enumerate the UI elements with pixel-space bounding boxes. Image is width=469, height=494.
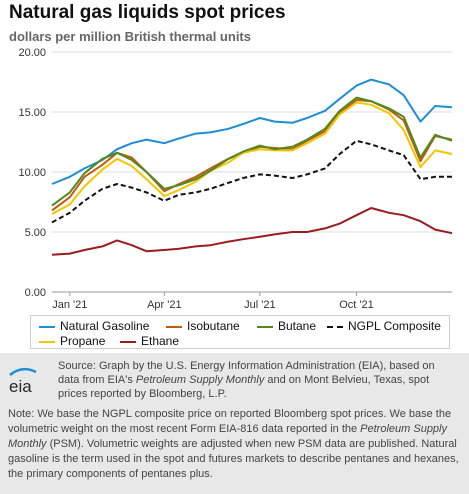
series-line-propane [51, 101, 453, 215]
series-line-butane [51, 96, 453, 207]
legend-item-propane: Propane [39, 334, 105, 348]
series-line-ngpl-composite [51, 139, 452, 224]
legend-label: Natural Gasoline [60, 319, 150, 333]
y-tick-label: 0.00 [25, 287, 46, 299]
legend-label: Butane [278, 319, 317, 333]
chart-subtitle: dollars per million British thermal unit… [9, 29, 251, 44]
y-tick-label: 5.00 [25, 227, 46, 239]
x-tick-label: Oct '21 [339, 299, 374, 311]
x-tick-label: Apr '21 [147, 299, 182, 311]
source-area: eia Source: Graph by the U.S. Energy Inf… [0, 353, 469, 403]
legend-item-butane: Butane [257, 319, 316, 333]
y-tick-label: 15.00 [18, 107, 46, 119]
legend-item-isobutane: Isobutane [166, 319, 240, 333]
legend-item-ethane: Ethane [120, 334, 179, 348]
legend-swatch [327, 325, 343, 328]
chart-title: Natural gas liquids spot prices [9, 2, 286, 23]
source-text: Source: Graph by the U.S. Energy Informa… [58, 360, 435, 400]
eia-logo-text: eia [9, 377, 32, 396]
series-line-ethane [51, 207, 453, 256]
legend-label: Isobutane [187, 319, 240, 333]
y-tick-label: 10.00 [18, 167, 46, 179]
legend-swatch [39, 325, 55, 328]
line-chart: 0.00 5.00 10.00 15.00 20.00 Jan '21 Apr '21 Jul… [18, 47, 453, 311]
y-tick-label: 20.00 [18, 47, 46, 59]
legend-label: NGPL Composite [348, 319, 441, 333]
note-area: Note: We base the NGPL composite price o… [0, 403, 469, 494]
legend-swatch [166, 325, 182, 328]
chart-legend: Natural Gasoline Isobutane Butane NGPL C… [30, 315, 450, 349]
legend-swatch [120, 340, 136, 343]
legend-label: Propane [60, 334, 106, 348]
x-tick-label: Jul '21 [244, 299, 275, 311]
note-text: Note: We base the NGPL composite price o… [8, 408, 459, 480]
legend-item-natural-gasoline: Natural Gasoline [39, 319, 149, 333]
legend-label: Ethane [141, 334, 180, 348]
x-tick-label: Jan '21 [52, 299, 87, 311]
legend-swatch [257, 325, 273, 328]
legend-item-ngpl-composite: NGPL Composite [327, 319, 441, 333]
legend-swatch [39, 340, 55, 343]
series-line-natural-gasoline [51, 78, 453, 185]
eia-logo: eia [9, 367, 37, 396]
